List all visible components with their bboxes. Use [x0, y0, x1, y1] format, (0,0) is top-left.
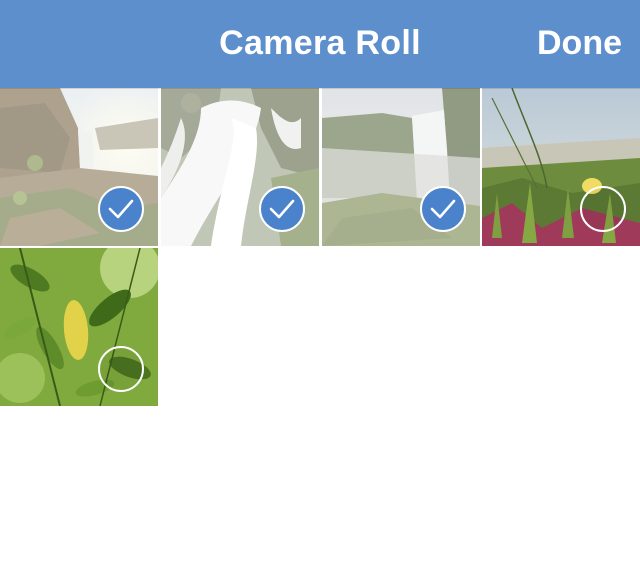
photo-image	[0, 248, 158, 406]
photo-thumbnail[interactable]	[0, 248, 158, 406]
done-button[interactable]: Done	[537, 24, 622, 62]
photo-thumbnail[interactable]	[161, 88, 319, 246]
checkmark-icon	[420, 186, 466, 232]
photo-thumbnail[interactable]	[0, 88, 158, 246]
empty-circle-icon	[98, 346, 144, 392]
empty-circle-icon	[580, 186, 626, 232]
checkmark-icon	[259, 186, 305, 232]
navigation-bar: Camera Roll Done	[0, 0, 640, 88]
checkmark-icon	[98, 186, 144, 232]
photo-thumbnail[interactable]	[482, 88, 640, 246]
photo-thumbnail[interactable]	[322, 88, 480, 246]
page-title: Camera Roll	[219, 24, 421, 62]
